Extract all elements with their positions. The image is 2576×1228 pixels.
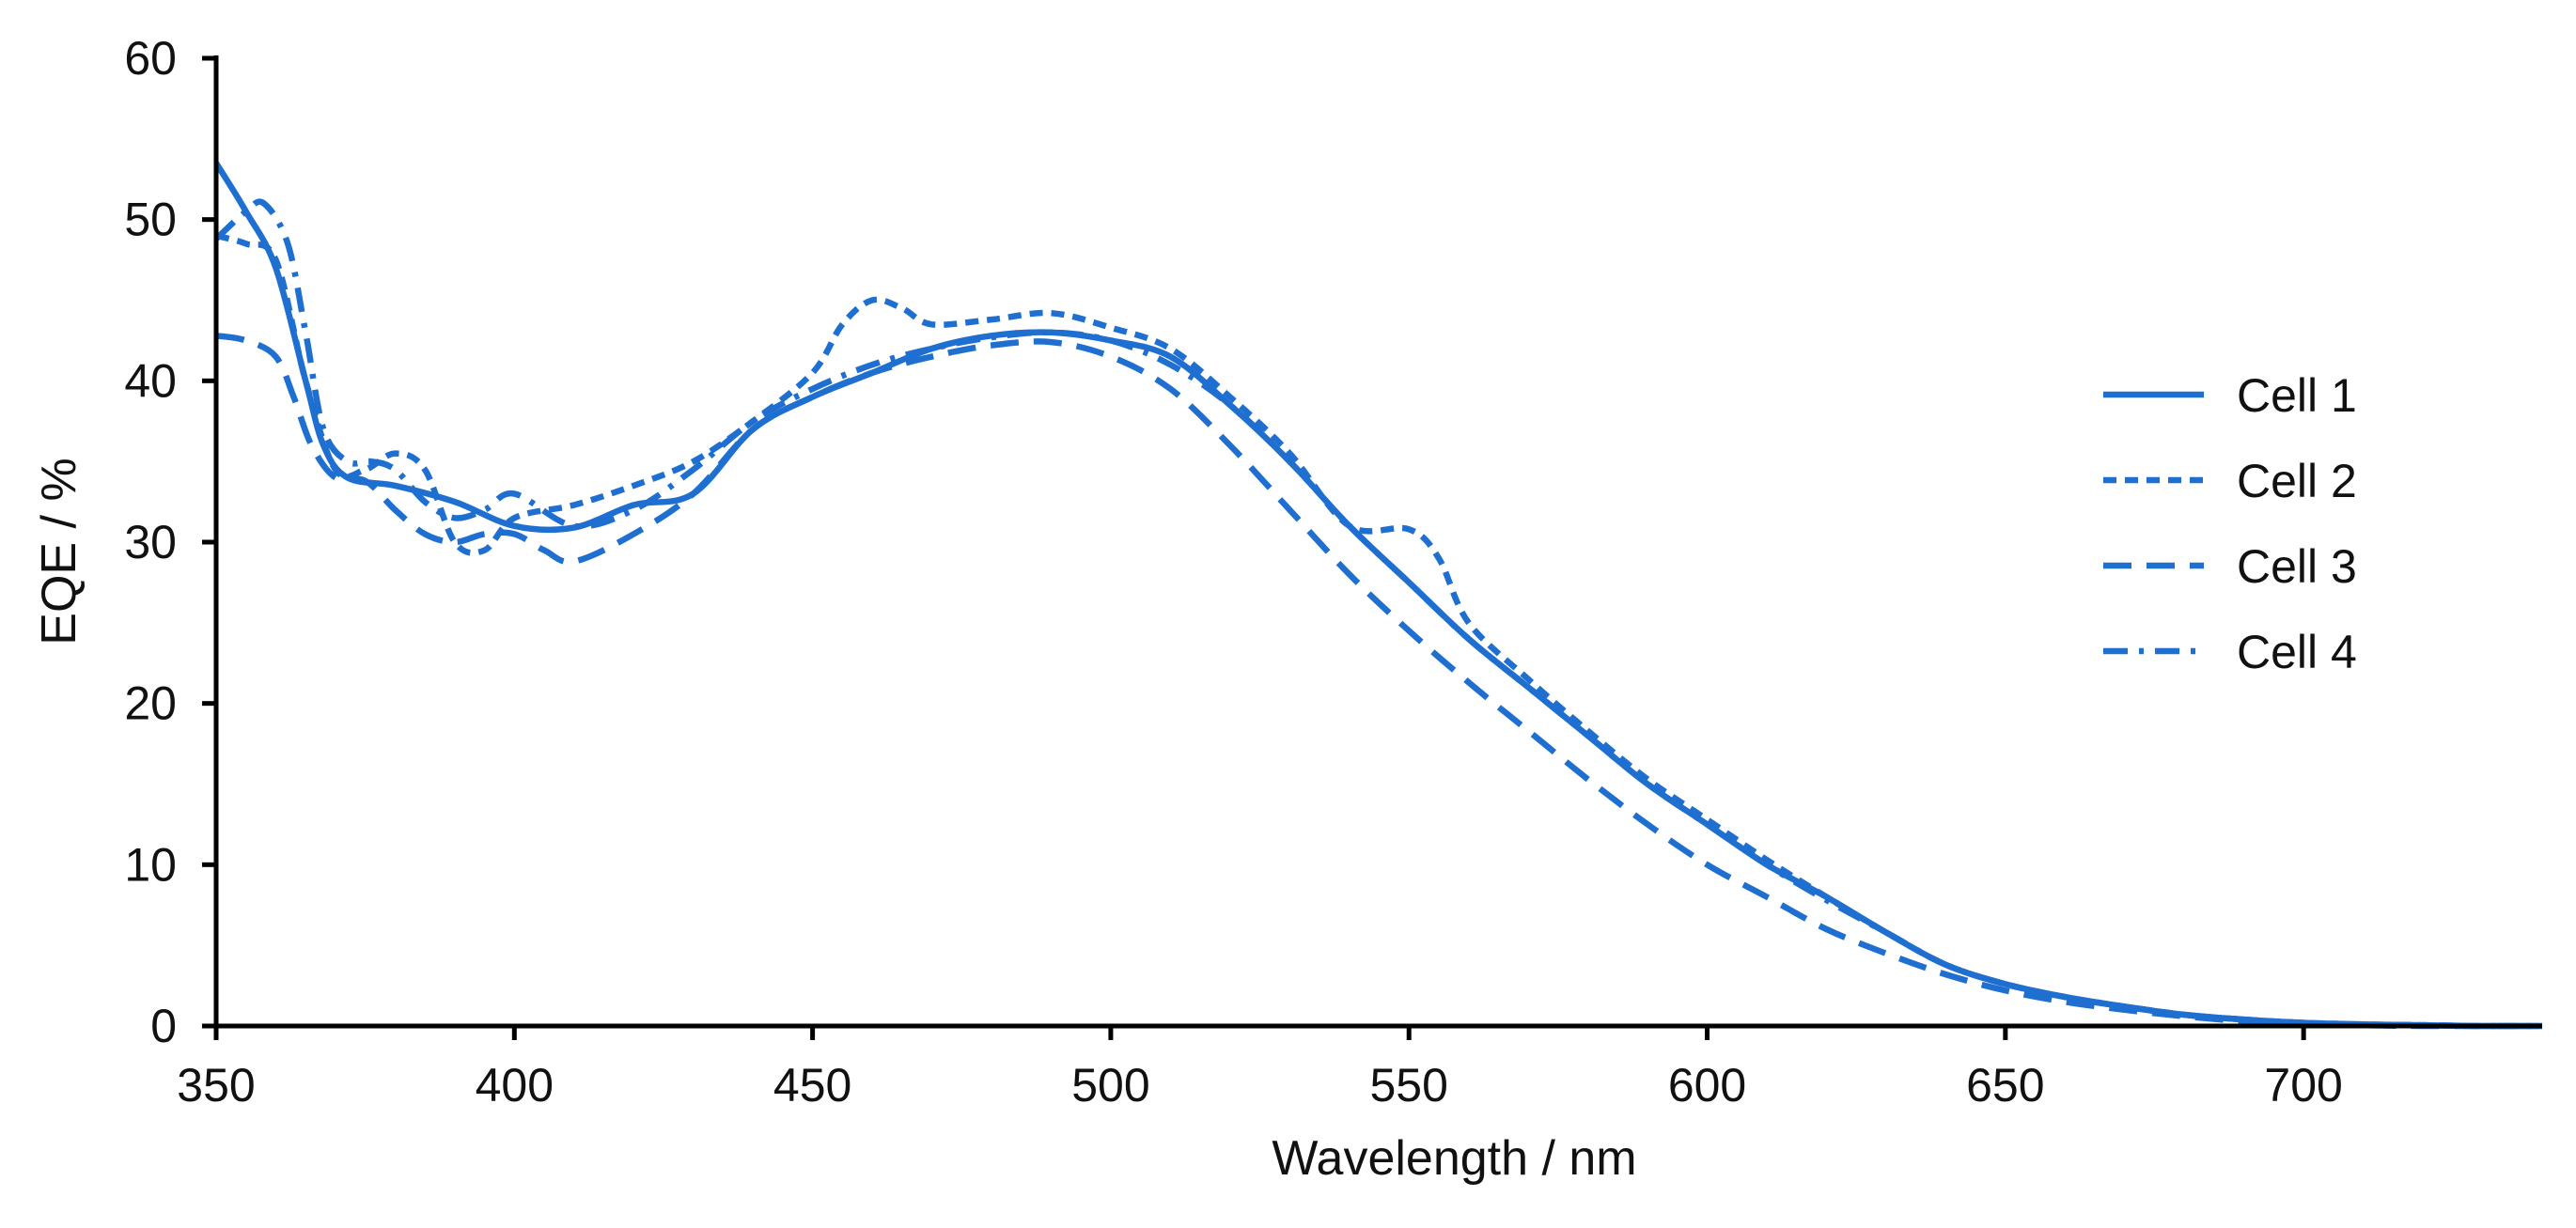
y-tick-label: 10 xyxy=(124,838,177,891)
series-layer xyxy=(213,161,2543,1030)
legend-label-cell-1: Cell 1 xyxy=(2237,369,2357,422)
y-tick-label: 0 xyxy=(150,1000,177,1052)
y-tick-label: 50 xyxy=(124,194,177,246)
series-line-cell-4 xyxy=(213,198,2543,1030)
x-tick-label: 350 xyxy=(177,1059,255,1111)
series-line-cell-2 xyxy=(215,232,2543,1030)
y-ticks: 0 10 20 30 40 50 60 xyxy=(124,32,216,1052)
series-line-cell-1 xyxy=(213,161,2543,1030)
legend: Cell 1 Cell 2 Cell 3 Cell 4 xyxy=(2103,369,2357,678)
series-line-cell-3 xyxy=(215,333,2542,1030)
axes xyxy=(213,55,2542,1029)
x-tick-label: 550 xyxy=(1370,1059,1448,1111)
y-tick-label: 40 xyxy=(124,354,177,407)
x-tick-label: 450 xyxy=(773,1059,851,1111)
y-tick-label: 60 xyxy=(124,32,177,85)
x-tick-label: 650 xyxy=(1966,1059,2044,1111)
x-axis-title: Wavelength / nm xyxy=(1272,1131,1636,1186)
legend-label-cell-4: Cell 4 xyxy=(2237,626,2357,678)
x-tick-label: 600 xyxy=(1668,1059,1746,1111)
legend-label-cell-2: Cell 2 xyxy=(2237,455,2357,507)
x-ticks: 350 400 450 500 550 600 650 700 xyxy=(177,1026,2343,1111)
legend-label-cell-3: Cell 3 xyxy=(2237,540,2357,593)
y-tick-label: 20 xyxy=(124,677,177,730)
y-tick-label: 30 xyxy=(124,516,177,568)
y-axis-title: EQE / % xyxy=(32,458,86,645)
x-tick-label: 400 xyxy=(476,1059,554,1111)
x-tick-label: 500 xyxy=(1071,1059,1149,1111)
x-tick-label: 700 xyxy=(2264,1059,2342,1111)
